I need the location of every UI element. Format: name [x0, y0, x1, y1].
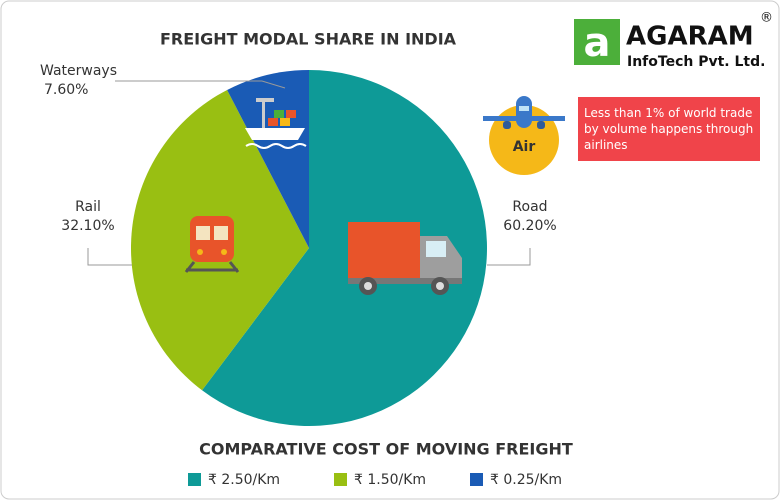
train-icon — [184, 216, 240, 273]
truck-icon — [348, 222, 462, 295]
pie-slice — [202, 70, 488, 427]
slice-value-label: 7.60% — [44, 82, 88, 98]
plane-icon — [483, 96, 565, 129]
logo-name: AGARAM — [626, 22, 754, 52]
legend: ₹ 2.50/Km ₹ 1.50/Km ₹ 0.25/Km — [188, 472, 562, 488]
ship-icon — [245, 98, 307, 149]
air-note: Less than 1% of world trade by volume ha… — [578, 97, 760, 161]
slice-value-label: 32.10% — [61, 218, 114, 234]
legend-swatch — [334, 473, 347, 486]
chart-title: FREIGHT MODAL SHARE IN INDIA — [160, 30, 457, 49]
legend-swatch — [470, 473, 483, 486]
legend-label: ₹ 1.50/Km — [354, 472, 426, 488]
air-label: Air — [513, 139, 536, 155]
legend-title: COMPARATIVE COST OF MOVING FREIGHT — [199, 440, 573, 459]
legend-label: ₹ 2.50/Km — [208, 472, 280, 488]
slice-label: Road — [512, 199, 547, 215]
leader-line — [487, 248, 531, 266]
leader-line — [87, 248, 132, 266]
logo-box — [574, 19, 620, 65]
legend-label: ₹ 0.25/Km — [490, 472, 562, 488]
slice-label: Waterways — [40, 63, 117, 79]
legend-swatch — [188, 473, 201, 486]
leader-line — [115, 80, 286, 89]
logo-mark: ® — [760, 11, 773, 26]
slice-label: Rail — [75, 199, 101, 215]
slice-value-label: 60.20% — [503, 218, 556, 234]
logo-glyph: a — [584, 20, 611, 66]
logo-subtitle: InfoTech Pvt. Ltd. — [627, 54, 765, 70]
